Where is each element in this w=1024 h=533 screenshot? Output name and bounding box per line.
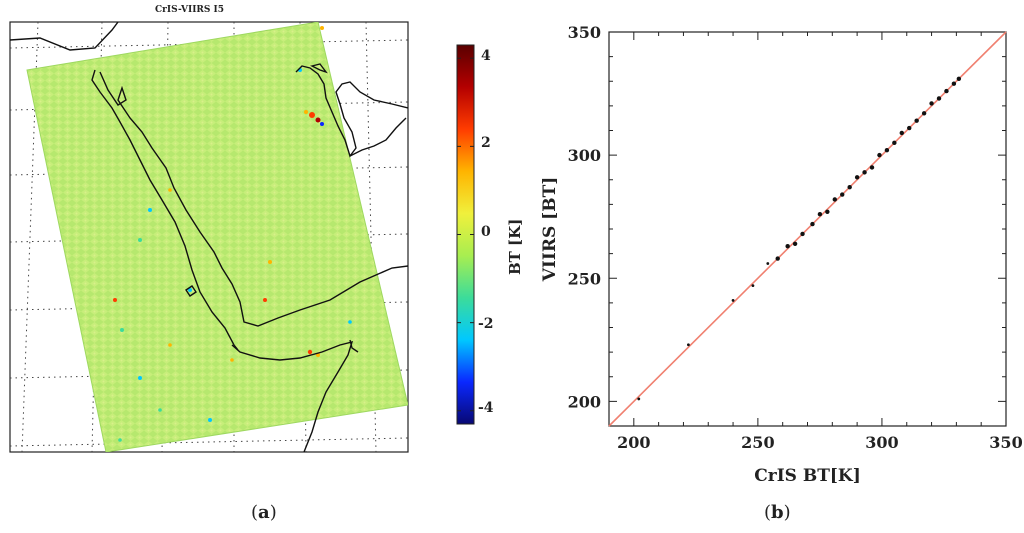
scatter-point bbox=[921, 111, 927, 116]
scatter-point bbox=[687, 343, 690, 347]
scatter-point bbox=[899, 130, 904, 136]
caption-a: (a) bbox=[251, 502, 277, 523]
scatter-point bbox=[944, 88, 949, 94]
scatter-point bbox=[892, 140, 897, 146]
scatter-point bbox=[832, 197, 837, 202]
scatter-point bbox=[766, 262, 770, 265]
scatter-point bbox=[869, 165, 875, 170]
scatter-point bbox=[810, 221, 815, 227]
scatter-point bbox=[840, 192, 845, 197]
colorbar bbox=[456, 44, 475, 425]
colorbar-tick-neg2: -2 bbox=[478, 316, 494, 332]
y-axis-label: VIIRS [BT] bbox=[540, 177, 560, 283]
scatter-point bbox=[951, 81, 957, 86]
scatter-point bbox=[956, 76, 962, 81]
x-axis-label: CrIS BT[K] bbox=[754, 466, 861, 486]
scatter-point bbox=[731, 299, 735, 302]
scatter-point bbox=[775, 256, 780, 261]
scatter-point bbox=[929, 101, 934, 106]
y-tick-label: 250 bbox=[568, 269, 601, 288]
scatter-point bbox=[854, 175, 860, 180]
coastlines bbox=[10, 22, 408, 452]
scatter-point bbox=[847, 184, 852, 190]
scatter-point bbox=[825, 209, 830, 214]
scatter-point bbox=[877, 152, 882, 158]
scatter-point bbox=[862, 170, 867, 175]
y-tick-label: 300 bbox=[568, 146, 601, 165]
colorbar-tick-0: 0 bbox=[481, 224, 491, 240]
scatter-point bbox=[817, 212, 823, 217]
colorbar-tick-4: 4 bbox=[481, 48, 491, 64]
y-tick-label: 200 bbox=[568, 392, 601, 411]
x-tick-label: 350 bbox=[989, 433, 1022, 452]
map-figure bbox=[9, 21, 475, 453]
x-tick-label: 300 bbox=[865, 433, 898, 452]
cris-swath bbox=[26, 22, 408, 452]
x-tick-label: 250 bbox=[741, 433, 774, 452]
colorbar-tick-2: 2 bbox=[481, 135, 491, 151]
scatter-point bbox=[907, 125, 912, 131]
caption-b: (b) bbox=[764, 502, 791, 523]
colorbar-tick-neg4: -4 bbox=[478, 400, 494, 416]
caption-a-letter: a bbox=[258, 502, 270, 523]
scatter-point bbox=[751, 284, 755, 288]
scatter-point bbox=[884, 148, 890, 153]
scatter-point bbox=[800, 231, 805, 237]
caption-b-letter: b bbox=[771, 502, 784, 523]
map-title: CrIS-VIIRS I5 bbox=[155, 5, 225, 15]
y-tick-label: 350 bbox=[568, 23, 601, 42]
x-tick-label: 200 bbox=[617, 433, 650, 452]
scatter-point bbox=[637, 397, 641, 401]
scatter-point bbox=[914, 118, 919, 123]
panel-b: 200 250 300 350 200 250 300 350 CrIS BT[K] VIIR… bbox=[520, 0, 1024, 533]
scatter-point bbox=[792, 241, 798, 246]
panel-a: CrIS-VIIRS I5 bbox=[9, 5, 524, 523]
scatter-point bbox=[785, 244, 790, 249]
scatter-point bbox=[936, 96, 942, 101]
scatter-plot: 200 250 300 350 200 250 300 350 CrIS BT[K] VIIR… bbox=[540, 23, 1023, 486]
